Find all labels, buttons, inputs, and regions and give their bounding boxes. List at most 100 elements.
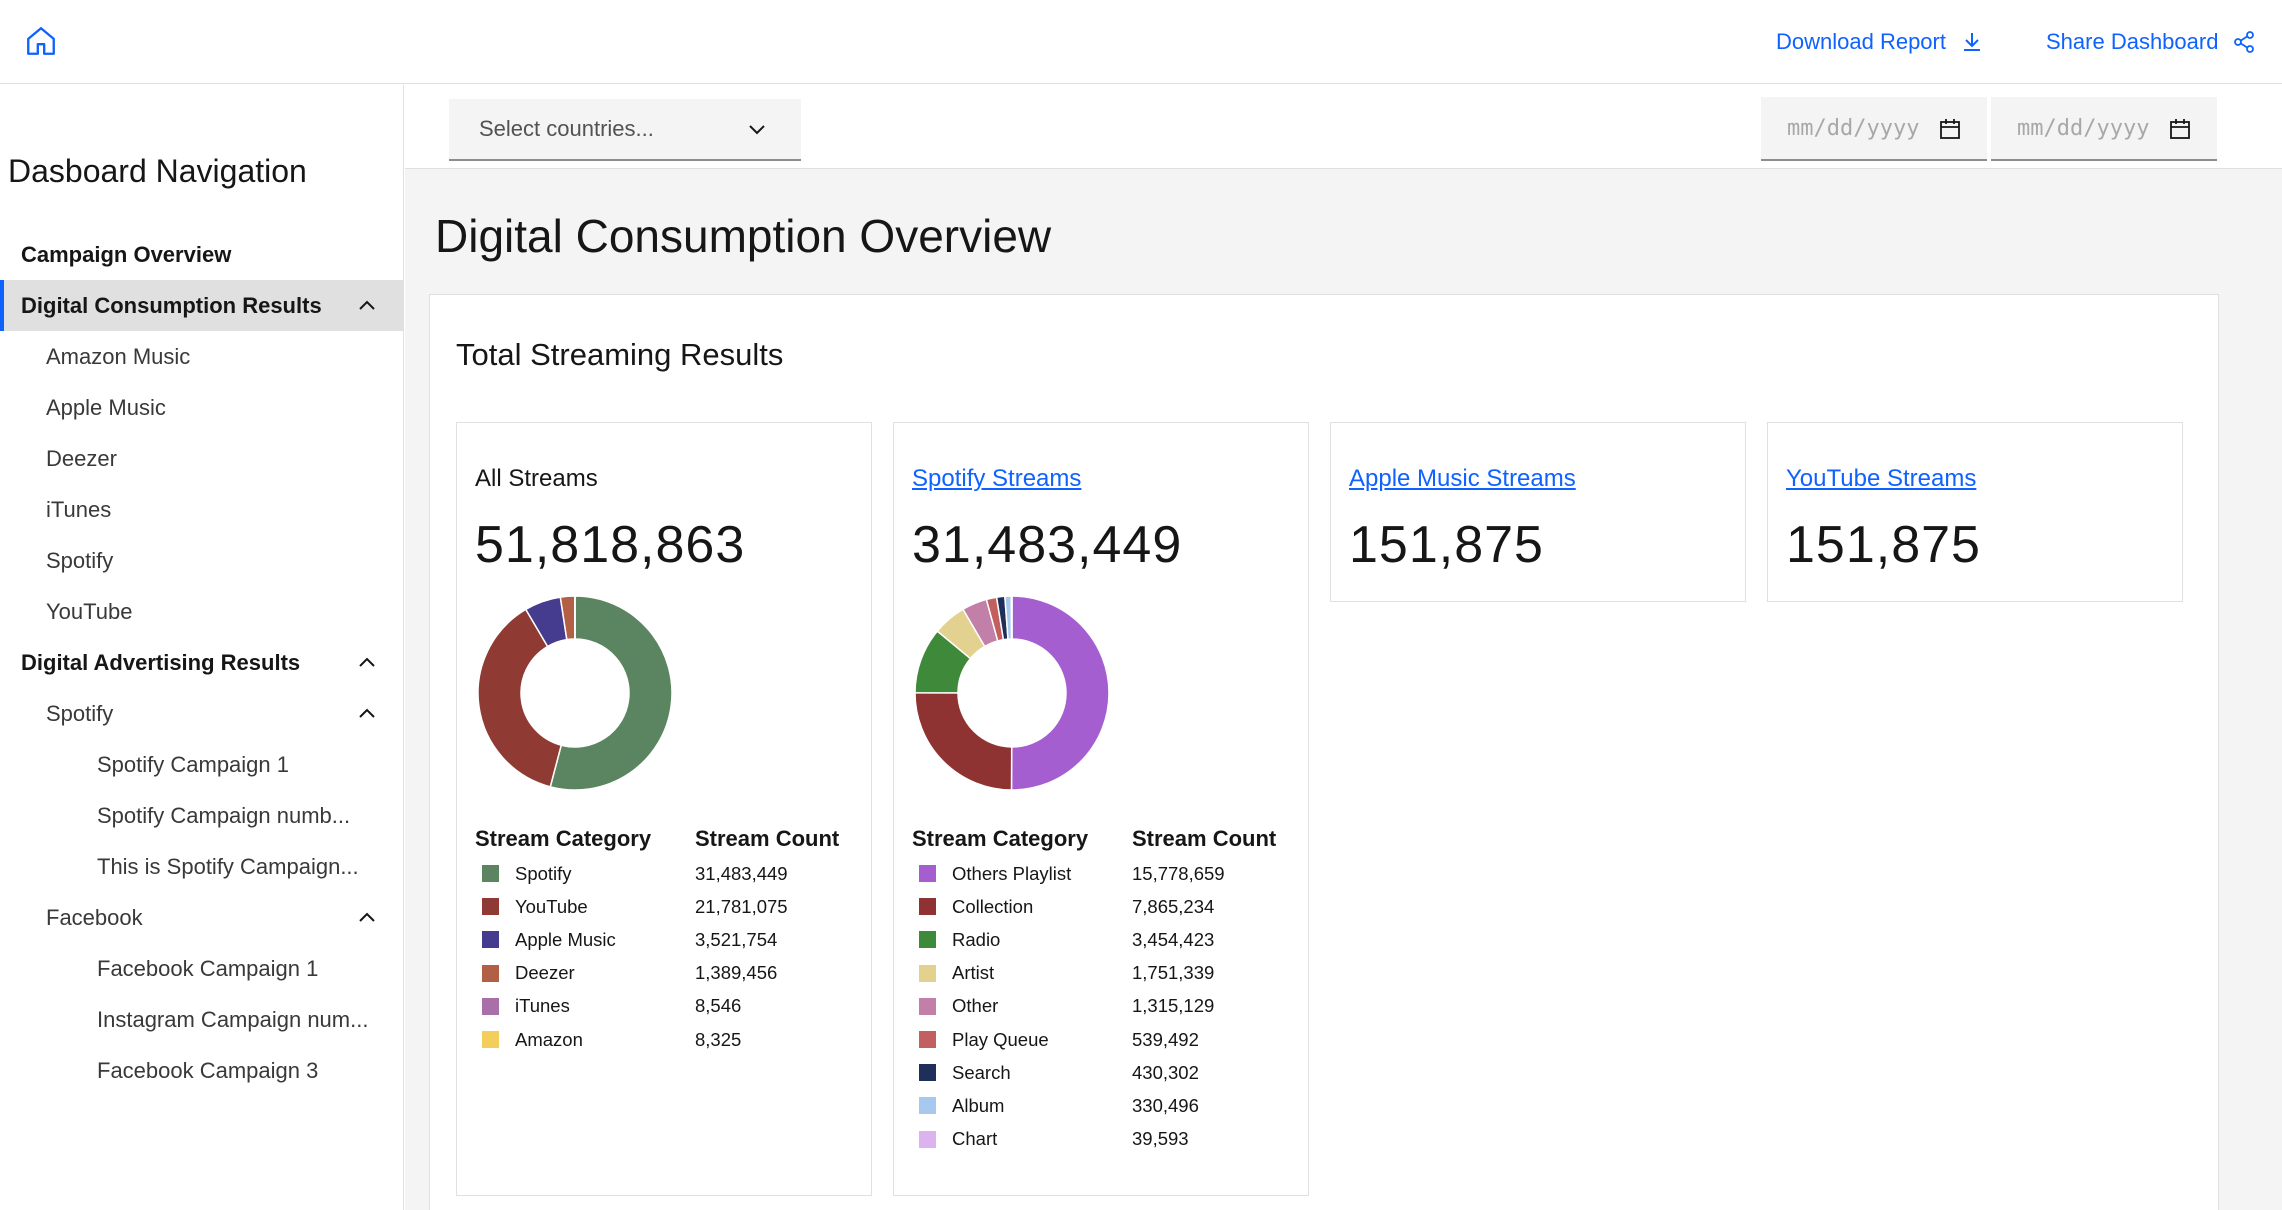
start-date-input[interactable]: mm/dd/yyyy — [1761, 97, 1987, 161]
legend-swatch — [919, 931, 936, 949]
youtube-streams-card: YouTube Streams 151,875 — [1767, 422, 2183, 602]
legend-swatch — [482, 898, 499, 916]
sidebar-item-label: Apple Music — [46, 394, 166, 420]
table-row: Chart 39,593 — [912, 1123, 1292, 1156]
card-value: 51,818,863 — [475, 516, 746, 574]
countries-select[interactable]: Select countries... — [449, 99, 801, 161]
table-header: Stream Category Stream Count — [912, 821, 1292, 857]
category-cell: Deezer — [475, 962, 695, 984]
legend-swatch — [482, 997, 499, 1015]
sidebar-item-spotify-campaign-1[interactable]: Spotify Campaign 1 — [0, 739, 403, 790]
table-row: Amazon 8,325 — [475, 1023, 855, 1056]
category-label: Chart — [952, 1128, 998, 1150]
sidebar-item-spotify-campaign-3[interactable]: This is Spotify Campaign... — [0, 841, 403, 892]
column-header-count: Stream Count — [1132, 826, 1277, 851]
filter-bar: Select countries... mm/dd/yyyy mm/dd/yyy… — [405, 85, 2282, 169]
card-value: 31,483,449 — [912, 516, 1183, 574]
category-label: iTunes — [515, 995, 570, 1017]
sidebar-item-label: YouTube — [46, 598, 133, 624]
legend-swatch — [919, 964, 936, 982]
chevron-up-icon[interactable] — [357, 909, 377, 925]
end-date-input[interactable]: mm/dd/yyyy — [1991, 97, 2217, 161]
count-cell: 1,751,339 — [1132, 962, 1215, 984]
streaming-results-panel: Total Streaming Results All Streams 51,8… — [429, 294, 2219, 1210]
donut-slice — [1010, 595, 1013, 640]
category-label: Radio — [952, 928, 1001, 950]
category-label: Artist — [952, 962, 995, 984]
sidebar-item-label: Facebook Campaign 1 — [97, 955, 319, 981]
count-cell: 39,593 — [1132, 1128, 1189, 1150]
legend-swatch — [919, 1097, 936, 1115]
sidebar-item-campaign-overview[interactable]: Campaign Overview — [0, 229, 403, 280]
sidebar-item-apple-music[interactable]: Apple Music — [0, 382, 403, 433]
donut-slice — [1010, 595, 1110, 791]
sidebar-item-digital-consumption-results[interactable]: Digital Consumption Results — [0, 280, 403, 331]
count-cell: 3,521,754 — [695, 928, 778, 950]
legend-swatch — [482, 865, 499, 883]
count-cell: 7,865,234 — [1132, 895, 1215, 917]
category-cell: Other — [912, 995, 1132, 1017]
share-dashboard-button[interactable]: Share Dashboard — [2046, 24, 2256, 60]
calendar-icon[interactable] — [2169, 118, 2191, 140]
donut-slice — [477, 608, 563, 788]
count-cell: 1,389,456 — [695, 962, 778, 984]
category-label: Apple Music — [515, 928, 616, 950]
sidebar-item-facebook-campaign-3[interactable]: Facebook Campaign 3 — [0, 1045, 403, 1096]
countries-select-placeholder: Select countries... — [479, 116, 654, 141]
sidebar-item-spotify[interactable]: Spotify — [0, 535, 403, 586]
chevron-up-icon[interactable] — [357, 297, 377, 313]
sidebar-item-facebook[interactable]: Facebook — [0, 892, 403, 943]
count-cell: 8,325 — [695, 1028, 742, 1050]
table-row: Radio 3,454,423 — [912, 923, 1292, 956]
download-report-button[interactable]: Download Report — [1776, 24, 1984, 60]
stream-category-table: Stream Category Stream Count Spotify 31,4… — [475, 821, 855, 1056]
page-title: Digital Consumption Overview — [435, 210, 1052, 262]
sidebar-item-itunes[interactable]: iTunes — [0, 484, 403, 535]
chevron-up-icon[interactable] — [357, 705, 377, 721]
count-cell: 21,781,075 — [695, 895, 788, 917]
apple-music-streams-link[interactable]: Apple Music Streams — [1349, 465, 1576, 492]
sidebar-title: Dasboard Navigation — [8, 153, 307, 189]
sidebar-item-youtube[interactable]: YouTube — [0, 586, 403, 637]
category-cell: Others Playlist — [912, 863, 1132, 885]
sidebar-item-label: Instagram Campaign num... — [97, 1006, 369, 1032]
category-label: Spotify — [515, 862, 572, 884]
legend-swatch — [919, 865, 936, 883]
sidebar-item-label: iTunes — [46, 496, 112, 522]
category-cell: Album — [912, 1095, 1132, 1117]
category-label: Others Playlist — [952, 862, 1072, 884]
sidebar-item-digital-advertising-results[interactable]: Digital Advertising Results — [0, 637, 403, 688]
home-button[interactable] — [20, 20, 62, 62]
category-label: Search — [952, 1061, 1011, 1083]
table-row: Collection 7,865,234 — [912, 890, 1292, 923]
donut-slice — [914, 691, 1013, 791]
card-value: 151,875 — [1786, 516, 1981, 574]
all-streams-donut-chart — [477, 595, 673, 791]
sidebar-item-label: Campaign Overview — [21, 241, 232, 267]
sidebar-item-amazon-music[interactable]: Amazon Music — [0, 331, 403, 382]
table-row: Deezer 1,389,456 — [475, 957, 855, 990]
donut-slice — [549, 595, 673, 791]
sidebar-item-label: Digital Advertising Results — [21, 649, 301, 675]
all-streams-card: All Streams 51,818,863 Stream Category S… — [456, 422, 872, 1196]
panel-title: Total Streaming Results — [456, 337, 784, 372]
sidebar-item-ad-spotify[interactable]: Spotify — [0, 688, 403, 739]
sidebar-item-label: Digital Consumption Results — [21, 292, 322, 318]
legend-swatch — [919, 1130, 936, 1148]
sidebar-item-label: Spotify Campaign numb... — [97, 802, 351, 828]
download-icon — [1963, 33, 1980, 51]
chevron-up-icon[interactable] — [357, 654, 377, 670]
download-report-label: Download Report — [1776, 29, 1946, 54]
youtube-streams-link[interactable]: YouTube Streams — [1786, 465, 1977, 492]
sidebar-item-instagram-campaign[interactable]: Instagram Campaign num... — [0, 994, 403, 1045]
legend-swatch — [919, 997, 936, 1015]
sidebar-item-facebook-campaign-1[interactable]: Facebook Campaign 1 — [0, 943, 403, 994]
table-row: Apple Music 3,521,754 — [475, 923, 855, 956]
sidebar-item-spotify-campaign-2[interactable]: Spotify Campaign numb... — [0, 790, 403, 841]
end-date-placeholder: mm/dd/yyyy — [2017, 115, 2150, 141]
sidebar-item-label: Spotify — [46, 700, 114, 726]
sidebar-item-deezer[interactable]: Deezer — [0, 433, 403, 484]
calendar-icon[interactable] — [1939, 118, 1961, 140]
spotify-streams-link[interactable]: Spotify Streams — [912, 465, 1082, 492]
sidebar-item-label: Spotify Campaign 1 — [97, 751, 289, 777]
